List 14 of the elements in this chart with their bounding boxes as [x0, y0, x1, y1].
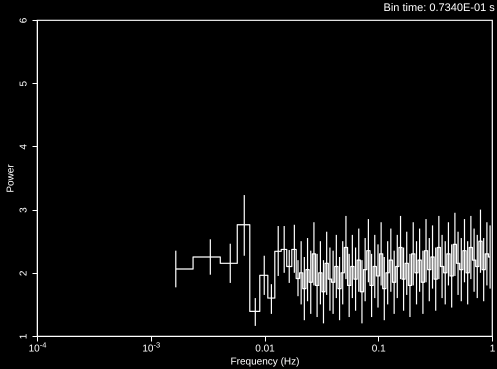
y-tick-label: 2: [18, 270, 30, 276]
y-tick-label: 3: [18, 206, 30, 213]
y-axis-title: Power: [6, 164, 16, 193]
y-tick-label: 5: [18, 80, 30, 86]
y-tick-label: 4: [18, 144, 30, 150]
x-tick-label: 10$^{-4}$: [28, 340, 46, 354]
y-tick-label: 6: [18, 17, 30, 24]
y-tick-label: 1: [18, 333, 30, 340]
text: Bin time: 0.7340E-01 s: [383, 2, 496, 14]
x-axis-title: Frequency (Hz): [230, 356, 300, 368]
x-tick-label: 0.1: [372, 344, 386, 354]
x-tick-label: 10$^{-3}$: [142, 340, 160, 354]
x-tick-label: 1: [490, 344, 496, 354]
x-tick-label: 0.01: [255, 344, 276, 354]
